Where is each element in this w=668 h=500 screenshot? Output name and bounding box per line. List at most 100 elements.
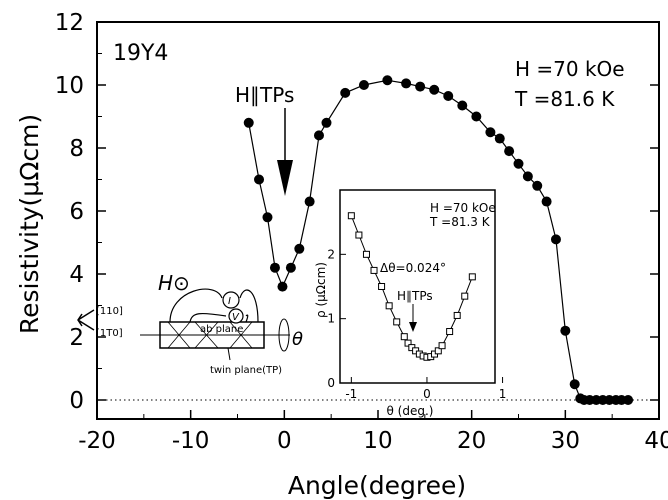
- y-tick-label: 10: [55, 73, 84, 99]
- inset-x-axis-title: θ (deg.): [387, 404, 434, 418]
- main-data-point: [457, 100, 468, 111]
- main-data-point: [471, 111, 482, 122]
- main-data-point: [401, 78, 412, 89]
- inset-axis-ticks: [340, 253, 504, 384]
- inset-y-tick-label: 2: [327, 247, 335, 261]
- main-data-point: [285, 262, 296, 273]
- twin-plane-label: twin plane(TP): [210, 365, 282, 376]
- x-tick-label: 30: [551, 428, 580, 454]
- main-axis-ticks: [96, 21, 660, 419]
- y-tick-label: 2: [69, 325, 84, 351]
- dir-label-110: [110]: [96, 306, 123, 317]
- inset-y-tick-label: 0: [327, 376, 335, 390]
- main-data-point: [262, 212, 273, 223]
- x-tick-label: -10: [172, 428, 210, 454]
- inset-delta-label: Δθ=0.024°: [380, 261, 446, 275]
- x-axis-title: Angle(degree): [288, 471, 466, 500]
- main-data-point: [494, 133, 505, 144]
- inset-data-point: [362, 250, 370, 258]
- field-direction-label: H⊙: [158, 271, 190, 295]
- inset-data-point: [400, 333, 408, 341]
- main-data-point: [254, 174, 265, 185]
- x-tick-label: -20: [78, 428, 116, 454]
- y-tick-label: 0: [69, 388, 84, 414]
- inset-data-point: [461, 292, 469, 300]
- main-data-point: [313, 130, 324, 141]
- field-label: H =70 kOe: [515, 57, 625, 81]
- parallel-arrow-label: H∥TPs: [235, 83, 294, 107]
- crystal-axis-arrows-icon: [77, 309, 95, 331]
- twin-plane-pointer: [227, 347, 231, 361]
- main-data-point: [443, 91, 454, 102]
- ab-plane-label: ab plane: [200, 324, 243, 335]
- main-data-point: [569, 379, 580, 390]
- inset-y-axis-title: ρ (μΩcm): [314, 262, 328, 318]
- x-tick-label: 40: [644, 428, 668, 454]
- main-data-point: [504, 146, 515, 157]
- inset-series: [347, 212, 476, 361]
- inset-x-tick-label: -1: [345, 387, 357, 401]
- voltage-symbol: V: [232, 312, 240, 323]
- inset-plot-frame: [339, 189, 496, 384]
- inset-data-point: [468, 273, 476, 281]
- inset-data-point: [385, 302, 393, 310]
- main-x-tick-labels: -20 -10 0 10 20 30 40: [78, 428, 668, 454]
- inset-data-point: [370, 266, 378, 274]
- dir-label-1t0: [1T0]: [96, 328, 123, 339]
- main-data-point: [532, 180, 543, 191]
- inset-data-point: [446, 328, 454, 336]
- current-lead-wire: [169, 288, 259, 323]
- inset-temp-label: T =81.3 K: [429, 215, 491, 229]
- y-tick-label: 6: [69, 199, 84, 225]
- main-data-point: [358, 80, 369, 90]
- main-data-point: [382, 75, 393, 86]
- inset-data-point: [393, 318, 401, 326]
- y-tick-label: 4: [69, 262, 84, 288]
- x-tick-label: 10: [363, 428, 392, 454]
- inset-data-point: [378, 283, 386, 290]
- main-data-point: [513, 158, 524, 169]
- inset-data-point: [347, 212, 355, 220]
- x-tick-label: 0: [277, 428, 292, 454]
- inset-y-tick-label: 1: [327, 312, 335, 326]
- main-data-point: [522, 171, 533, 182]
- inset-arrow-label: H∥TPs: [397, 289, 433, 303]
- y-axis-title: Resistivity(μΩcm): [15, 114, 44, 334]
- x-tick-label: 20: [457, 428, 486, 454]
- inset-data-point: [438, 342, 446, 350]
- inset-tick-labels: -1 0 1 0 1 2: [327, 247, 506, 401]
- y-tick-label: 12: [55, 10, 84, 36]
- main-y-tick-labels: 0 2 4 6 8 10 12: [55, 10, 84, 414]
- inset-field-label: H =70 kOe: [430, 201, 496, 215]
- theta-label: θ: [292, 329, 303, 350]
- main-data-point: [340, 87, 351, 98]
- main-data-point: [429, 84, 440, 95]
- measurement-schematic: H⊙ [110] [1T0] ab plane I V θ twin plane…: [77, 271, 303, 376]
- main-data-point: [623, 395, 634, 405]
- inset-data-point: [355, 231, 363, 239]
- main-data-point: [560, 325, 571, 336]
- main-data-point: [550, 234, 561, 245]
- main-data-point: [321, 117, 332, 128]
- current-meter-icon: [222, 291, 240, 309]
- main-data-point: [304, 196, 315, 207]
- y-tick-label: 8: [69, 136, 84, 162]
- current-symbol: I: [228, 296, 231, 307]
- main-data-point: [294, 243, 305, 254]
- parallel-arrow-head: [277, 160, 293, 196]
- inset-arrow-head: [409, 322, 417, 332]
- inset-x-tick-label: 0: [423, 387, 431, 401]
- voltage-lead-wire: [189, 312, 249, 323]
- main-data-point: [269, 262, 280, 273]
- inset-data-point: [404, 339, 412, 347]
- main-data-point: [415, 81, 426, 92]
- main-series: [243, 75, 634, 405]
- temp-label: T =81.6 K: [514, 87, 615, 111]
- main-data-point: [243, 117, 254, 128]
- sample-label: 19Y4: [113, 41, 168, 66]
- inset-data-point: [453, 311, 461, 319]
- inset-x-tick-label: 1: [499, 387, 507, 401]
- main-data-point: [277, 281, 288, 292]
- main-data-point: [485, 127, 496, 138]
